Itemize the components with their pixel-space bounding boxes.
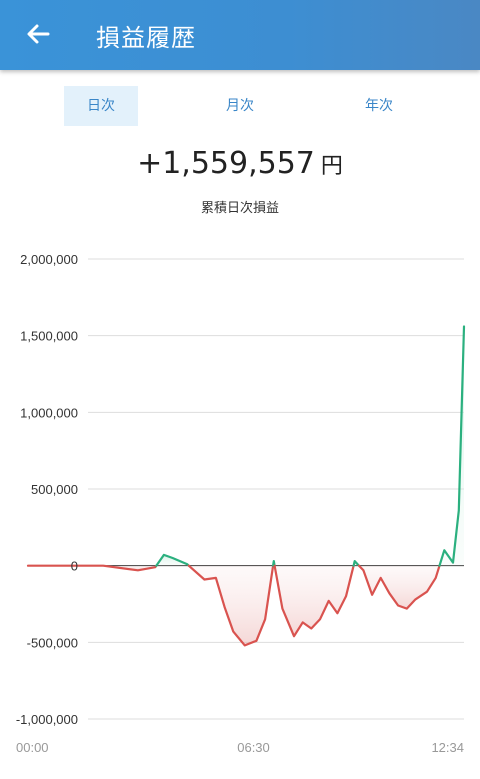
y-tick-label: 1,500,000 [20,329,78,344]
x-tick-label: 00:00 [16,740,49,755]
page-title: 損益履歴 [96,24,196,52]
y-tick-label: 0 [71,559,78,574]
loss-line [187,564,275,647]
loss-area [274,565,354,637]
total-unit: 円 [320,154,343,179]
tab-yearly[interactable]: 年次 [365,98,393,114]
profit-area [439,326,464,566]
cumulative-total: +1,559,557 円 [0,146,480,181]
profit-line [438,325,466,567]
y-tick-label: -500,000 [27,635,78,650]
period-tabs: 日次 月次 年次 [0,86,480,126]
app-bar: 損益履歴 [0,0,480,70]
x-tick-label: 12:34 [431,740,464,755]
x-tick-label: 06:30 [237,740,270,755]
total-value: +1,559,557 [137,146,315,181]
tab-monthly[interactable]: 月次 [226,98,254,114]
loss-area [28,565,157,571]
profit-line [155,553,190,567]
profit-area [156,554,189,566]
profit-line [272,560,276,567]
profit-line [352,560,361,567]
pnl-chart: 2,000,000 1,500,000 1,000,000 500,000 0 -500,… [16,252,466,755]
y-tick-label: -1,000,000 [16,712,78,727]
tab-daily[interactable]: 日次 [64,86,138,126]
back-button[interactable] [22,18,54,50]
loss-line [26,564,158,572]
loss-line [357,564,441,610]
total-caption: 累積日次損益 [200,201,279,216]
loss-line [273,564,355,638]
arrow-left-icon [27,24,50,44]
y-tick-label: 1,000,000 [20,405,78,420]
loss-area [359,565,440,609]
loss-area [188,565,274,646]
y-tick-label: 2,000,000 [20,252,78,267]
y-tick-label: 500,000 [31,482,78,497]
